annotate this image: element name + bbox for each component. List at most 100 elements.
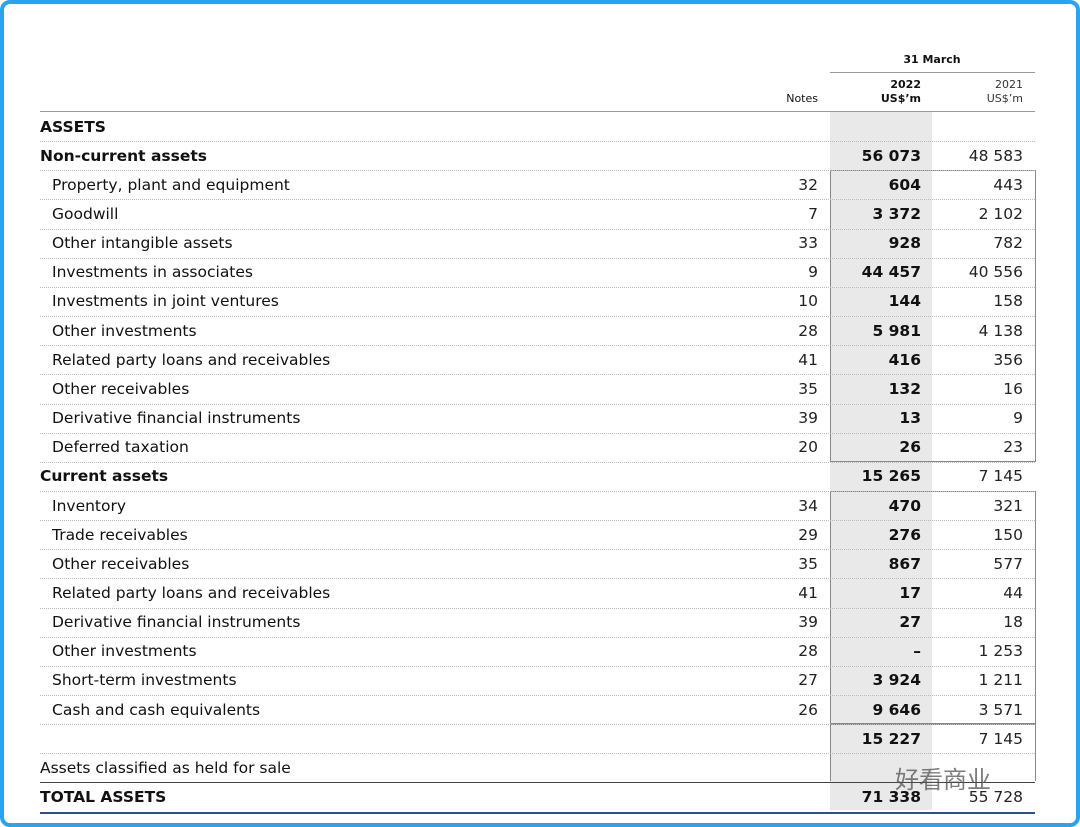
value-2022: 9 646: [872, 700, 921, 719]
row-label: Related party loans and receivables: [52, 583, 331, 602]
value-2021: 7 145: [978, 467, 1023, 486]
total-underline: [40, 811, 1035, 814]
notes-header: Notes: [786, 92, 818, 105]
value-2021: 44: [1003, 583, 1023, 602]
note-ref: 9: [808, 263, 818, 282]
row-rule: [40, 636, 1035, 638]
unit-2022: US$’m: [880, 92, 921, 105]
row-label: Trade receivables: [52, 525, 188, 544]
value-2021: 782: [993, 234, 1023, 253]
year-2021: 2021: [995, 78, 1023, 91]
row-rule: [40, 286, 1035, 288]
current-year-shade: [830, 111, 932, 810]
row-label: Inventory: [52, 496, 127, 515]
value-2021: 4 138: [978, 321, 1023, 340]
value-2021: 9: [1013, 409, 1023, 428]
row-rule: [40, 316, 1035, 318]
watermark: 好看商业: [895, 766, 991, 794]
note-ref: 29: [798, 525, 818, 544]
value-2021: 18: [1003, 613, 1023, 632]
value-2021: 23: [1003, 438, 1023, 457]
note-ref: 41: [798, 583, 818, 602]
row-label: Other receivables: [52, 554, 190, 573]
note-ref: 20: [798, 438, 818, 457]
value-2021: 150: [993, 525, 1023, 544]
value-2022: 3 372: [872, 205, 921, 224]
value-2021: 1 211: [978, 671, 1023, 690]
row-label: TOTAL ASSETS: [40, 788, 167, 807]
value-2021: 356: [993, 350, 1023, 369]
value-2021: 40 556: [968, 263, 1023, 282]
note-ref: 28: [798, 321, 818, 340]
value-2022: 17: [899, 583, 921, 602]
row-rule: [40, 461, 1035, 463]
note-ref: 34: [798, 496, 818, 515]
row-label: Related party loans and receivables: [52, 350, 331, 369]
value-2022: 416: [888, 350, 921, 369]
row-label: Goodwill: [52, 205, 119, 224]
row-label: Short-term investments: [52, 671, 237, 690]
value-2022: 5 981: [872, 321, 921, 340]
row-rule: [40, 724, 1035, 726]
value-2021: 3 571: [978, 700, 1023, 719]
row-rule: [40, 257, 1035, 259]
value-2022: 132: [888, 379, 921, 398]
note-ref: 32: [798, 175, 818, 194]
row-rule: [40, 607, 1035, 609]
row-rule: [40, 665, 1035, 667]
value-2022: 15 265: [861, 467, 921, 486]
row-label: Other investments: [52, 321, 197, 340]
row-rule: [40, 199, 1035, 201]
rule: [830, 72, 1035, 73]
row-label: Cash and cash equivalents: [52, 700, 261, 719]
note-ref: 41: [798, 350, 818, 369]
year-2022: 2022: [890, 78, 921, 91]
value-2022: –: [913, 642, 921, 661]
row-rule: [40, 374, 1035, 376]
row-rule: [40, 490, 1035, 492]
row-label: Deferred taxation: [52, 438, 189, 457]
value-2022: 144: [888, 292, 921, 311]
row-label: Current assets: [40, 467, 169, 486]
row-rule: [40, 345, 1035, 347]
row-label: Property, plant and equipment: [52, 175, 290, 194]
row-rule: [40, 403, 1035, 405]
value-2021: 158: [993, 292, 1023, 311]
value-2022: 71 338: [861, 788, 921, 807]
value-2022: 470: [888, 496, 921, 515]
row-label: Other investments: [52, 642, 197, 661]
row-label: Derivative financial instruments: [52, 613, 301, 632]
value-2022: 56 073: [861, 146, 921, 165]
value-2021: 1 253: [978, 642, 1023, 661]
row-rule: [40, 549, 1035, 551]
value-2022: 44 457: [861, 263, 921, 282]
row-label: Other receivables: [52, 379, 190, 398]
note-ref: 35: [798, 554, 818, 573]
value-2022: 13: [899, 409, 921, 428]
row-label: Non-current assets: [40, 146, 208, 165]
value-2022: 867: [888, 554, 921, 573]
value-2022: 928: [888, 234, 921, 253]
note-ref: 39: [798, 613, 818, 632]
note-ref: 35: [798, 379, 818, 398]
row-label: Investments in associates: [52, 263, 254, 282]
unit-2021: US$’m: [986, 92, 1023, 105]
total-rule: [40, 782, 1035, 784]
value-2022: 26: [899, 438, 921, 457]
row-rule: [40, 753, 1035, 755]
value-2021: 577: [993, 554, 1023, 573]
note-ref: 10: [798, 292, 818, 311]
value-2021: 443: [993, 175, 1023, 194]
value-2022: 276: [888, 525, 921, 544]
row-label: Other intangible assets: [52, 234, 233, 253]
note-ref: 39: [798, 409, 818, 428]
value-2021: 7 145: [978, 729, 1023, 748]
row-rule: [40, 170, 1035, 172]
note-ref: 26: [798, 700, 818, 719]
row-rule: [40, 695, 1035, 696]
row-label: Assets classified as held for sale: [40, 758, 291, 777]
note-ref: 7: [808, 205, 818, 224]
note-ref: 33: [798, 234, 818, 253]
